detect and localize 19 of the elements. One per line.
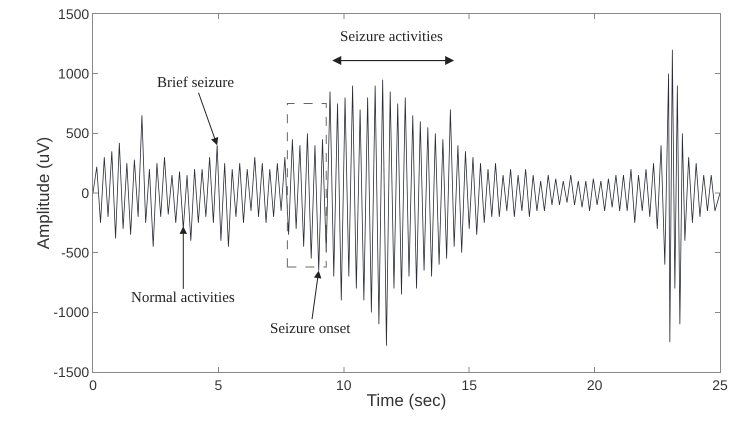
y-tick-label: 0: [81, 184, 90, 201]
y-tick-label: 1500: [58, 6, 90, 22]
y-tick-label: -1000: [53, 304, 90, 320]
x-tick-label: 5: [214, 376, 222, 393]
y-tick-label: -1500: [53, 364, 90, 380]
annotation: Seizure onset: [270, 321, 352, 337]
x-tick-label: 10: [336, 376, 352, 393]
x-tick-label: 20: [586, 376, 603, 393]
line-series: [93, 49, 720, 346]
annotation: Normal activities: [131, 290, 235, 306]
y-axis-title: Amplitude (uV): [34, 136, 53, 250]
y-tick-label: 500: [66, 125, 90, 142]
y-tick-label: 1000: [58, 66, 90, 82]
annotation: Brief seizure: [157, 75, 234, 91]
x-axis-title: Time (sec): [366, 391, 446, 410]
x-tick-label: 25: [712, 376, 728, 393]
annotation: Seizure activities: [340, 29, 444, 45]
x-tick-label: 15: [461, 376, 478, 393]
y-tick-label: -500: [61, 244, 90, 261]
